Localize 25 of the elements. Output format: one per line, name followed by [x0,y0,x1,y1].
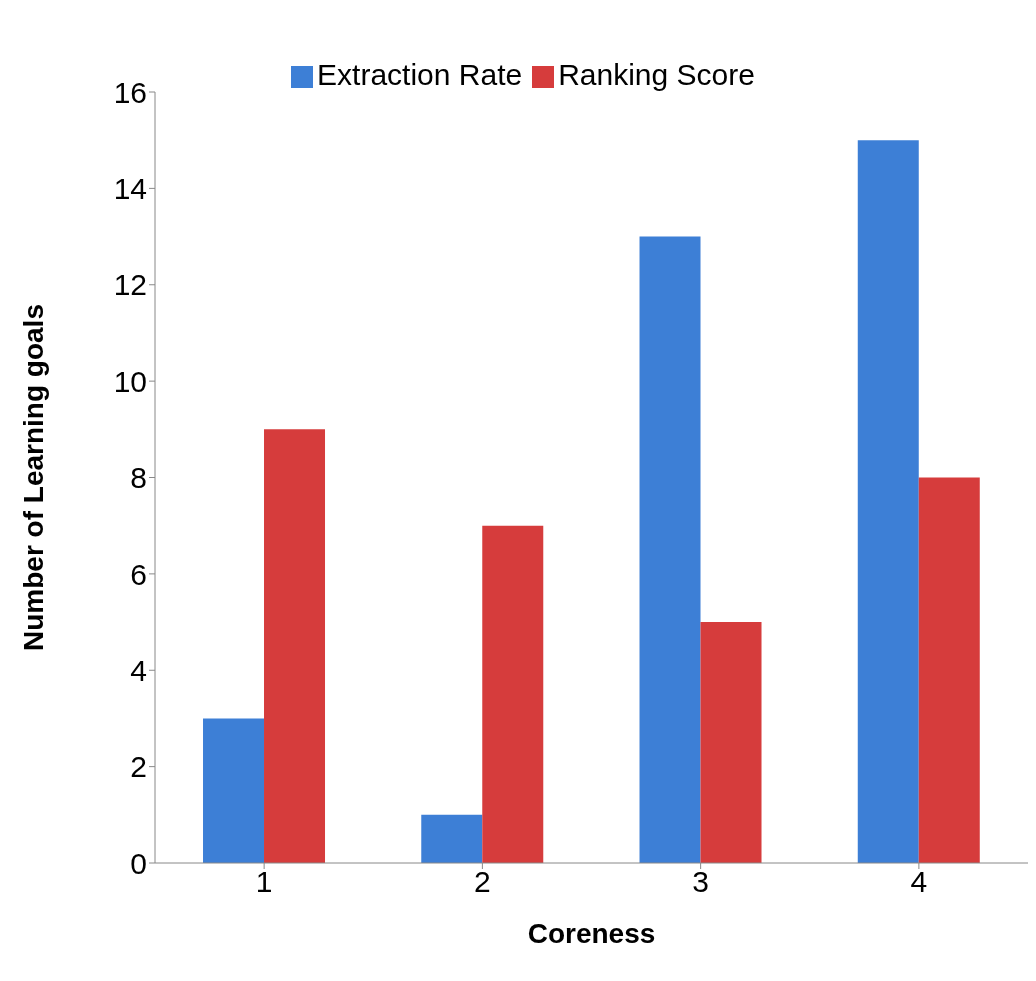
y-tick-label: 4 [130,653,147,687]
y-tick-label: 0 [130,846,147,880]
y-tick-label: 10 [113,364,147,398]
y-tick-label: 6 [130,557,147,591]
y-tick-label: 2 [130,750,147,784]
x-tick-label: 1 [255,865,273,899]
x-tick-label: 2 [474,865,491,899]
x-tick-label: 3 [692,865,709,899]
bar [700,622,762,863]
legend-label: Extraction Rate [317,58,523,91]
bar [203,718,265,863]
x-tick-label: 4 [910,865,928,899]
legend-label: Ranking Score [558,58,755,91]
bar [857,140,919,863]
x-axis-title: Coreness [527,917,656,949]
y-tick-label: 8 [130,461,147,495]
y-axis-title: Number of Learning goals [17,304,49,651]
bar [421,814,483,863]
y-tick-label: 16 [113,75,147,109]
bar [918,477,980,863]
y-tick-label: 14 [113,172,147,206]
bar [482,525,544,863]
y-tick-label: 12 [113,268,147,302]
bar [264,429,326,863]
bar [639,236,701,863]
